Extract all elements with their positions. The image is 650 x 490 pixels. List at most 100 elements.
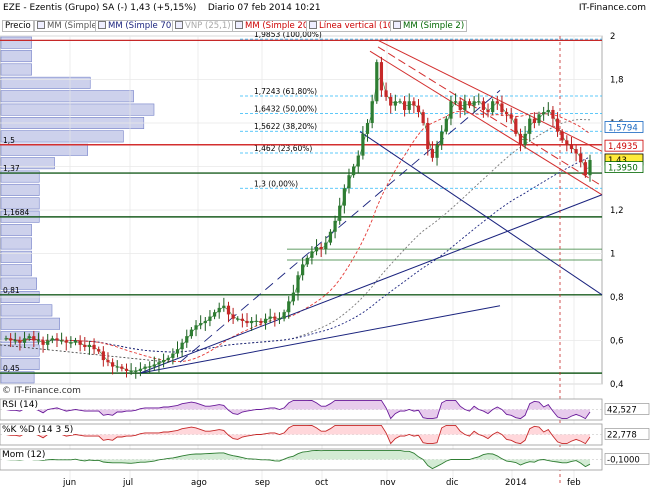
- candle-body: [259, 320, 263, 324]
- candle-body: [92, 344, 96, 350]
- indicator-toggle[interactable]: Línea vertical (10): [306, 20, 400, 32]
- candle-body: [240, 318, 244, 321]
- candle-body: [328, 231, 333, 243]
- oscillator-label: Mom (12): [2, 450, 46, 460]
- candle-body: [555, 118, 560, 132]
- candle-body: [305, 257, 309, 265]
- candle-body: [379, 62, 384, 91]
- candle-body: [467, 101, 472, 106]
- candle-body: [9, 338, 13, 341]
- indicator-label: Precio: [5, 21, 31, 31]
- candle-body: [361, 133, 365, 156]
- checkbox-icon: [235, 21, 243, 29]
- candle-body: [148, 366, 152, 368]
- candle-body: [458, 101, 462, 110]
- candle-body: [301, 264, 305, 276]
- candle-body: [199, 323, 203, 326]
- level-label: 0,45: [3, 364, 20, 373]
- candle-body: [393, 101, 397, 106]
- candle-body: [124, 368, 129, 371]
- candle-body: [453, 101, 458, 103]
- fibonacci-label: 1,5622 (38,20%): [254, 122, 317, 131]
- level-label: 1,37: [3, 164, 20, 173]
- price-tag: [604, 161, 644, 173]
- y-tick-label: 1,2: [610, 206, 624, 216]
- candle-body: [403, 101, 407, 110]
- period-label: Diario: [207, 3, 235, 13]
- candle-body: [504, 112, 509, 115]
- volume-profile-bar: [0, 130, 124, 143]
- candle-body: [583, 162, 587, 176]
- candle-body: [189, 329, 193, 337]
- candle-body: [111, 362, 115, 367]
- candle-body: [384, 90, 388, 97]
- x-tick-label: oct: [315, 478, 329, 488]
- price-tag-label: 1,3950: [608, 164, 638, 174]
- watermark: © IT-Finance.com: [2, 386, 81, 396]
- candle-body: [171, 353, 175, 358]
- candle-body: [440, 131, 444, 145]
- trend-line: [359, 131, 603, 296]
- volume-profile-bar: [0, 50, 32, 63]
- price-tag-label: 1,43: [608, 156, 627, 166]
- indicator-toggle[interactable]: MM (Simple 2): [390, 20, 468, 32]
- oscillator-line: [5, 449, 591, 470]
- candle-body: [444, 118, 448, 132]
- trend-line: [377, 46, 603, 187]
- oscillator-value: -0,1000: [607, 456, 640, 466]
- candle-body: [55, 338, 59, 341]
- indicator-toggle[interactable]: MM (Simple 70): [95, 20, 178, 32]
- volume-profile-bar: [0, 277, 38, 290]
- x-tick-label: ago: [191, 478, 207, 488]
- candle-body: [22, 338, 27, 343]
- candle-body: [180, 342, 184, 350]
- y-tick-label: 0,4: [610, 380, 624, 390]
- chart-header: EZE - Ezentis (Grupo) SA (-) 1,43 (+5,15…: [0, 0, 650, 18]
- candle-body: [78, 340, 82, 345]
- x-tick-label: feb: [567, 478, 581, 488]
- candle-body: [208, 316, 212, 321]
- candle-body: [175, 349, 180, 354]
- indicator-toggle[interactable]: Precio: [2, 20, 34, 32]
- checkbox-icon: [393, 21, 401, 29]
- candle-body: [282, 312, 286, 319]
- oscillator-label: RSI (14): [2, 400, 38, 410]
- candle-body: [32, 336, 36, 341]
- fibonacci-label: 1,462 (23,60%): [254, 144, 312, 153]
- volume-profile-bar: [0, 197, 40, 210]
- candle-body: [481, 101, 485, 110]
- candle-body: [157, 362, 161, 365]
- candle-body: [185, 336, 189, 343]
- candle-body: [222, 305, 226, 308]
- indicator-toggle[interactable]: VNP (25,1): [172, 20, 234, 32]
- indicator-toggle[interactable]: MM (Simple 20): [232, 20, 315, 32]
- candle-body: [97, 349, 101, 352]
- candle-body: [528, 118, 532, 134]
- ma-20-line: [5, 110, 591, 363]
- trend-line: [369, 50, 603, 196]
- candle-body: [277, 318, 282, 320]
- candle-body: [250, 320, 254, 324]
- candle-body: [407, 101, 411, 110]
- candle-body: [27, 336, 31, 339]
- checkbox-icon: [309, 21, 317, 29]
- candle-body: [161, 360, 166, 363]
- oscillator-area: [6, 450, 590, 469]
- y-tick-label: 2: [610, 32, 615, 42]
- candle-body: [319, 246, 323, 250]
- candle-body: [231, 314, 235, 319]
- oscillator-line: [5, 399, 591, 420]
- candle-body: [18, 340, 22, 343]
- price-tag-label: 1,4935: [608, 142, 638, 152]
- candle-body: [574, 149, 578, 154]
- candle-body: [254, 320, 258, 322]
- candle-body: [245, 320, 249, 324]
- candle-body: [268, 316, 272, 319]
- candle-body: [324, 242, 328, 250]
- x-tick-label: 2014: [505, 478, 527, 488]
- candle-body: [87, 344, 92, 348]
- indicator-label: MM (Simple 20): [245, 21, 312, 31]
- candle-body: [514, 118, 518, 134]
- candle-body: [416, 105, 421, 113]
